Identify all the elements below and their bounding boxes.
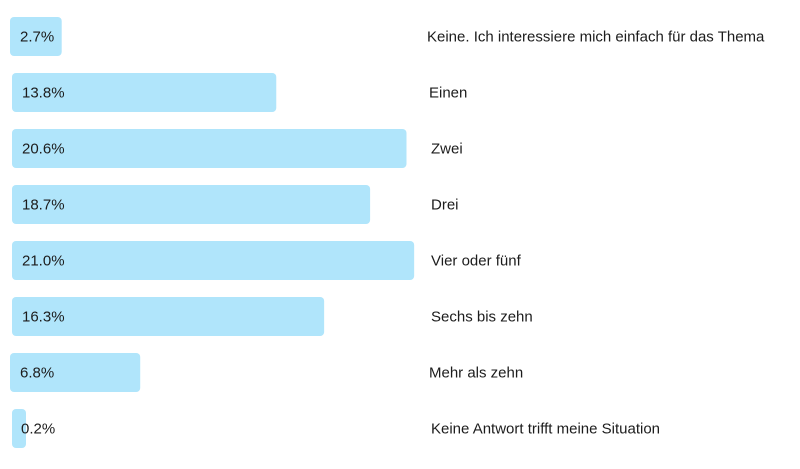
bar [12, 241, 415, 280]
bar [10, 17, 62, 56]
bar-value-label: 20.6% [22, 140, 65, 157]
category-label: Einen [429, 84, 467, 101]
bar [12, 73, 277, 112]
labels-layer: 2.7% Keine. Ich interessiere mich einfach… [20, 28, 765, 437]
category-label: Keine. Ich interessiere mich einfach für… [427, 28, 765, 45]
category-label: Drei [431, 196, 459, 213]
bar [12, 185, 371, 224]
bar [12, 129, 407, 168]
bar [12, 297, 325, 336]
bar [10, 353, 141, 392]
bar-value-label: 2.7% [20, 28, 54, 45]
bar-value-label: 0.2% [21, 420, 55, 437]
bar-value-label: 13.8% [22, 84, 65, 101]
category-label: Mehr als zehn [429, 364, 523, 381]
category-label: Keine Antwort trifft meine Situation [431, 420, 660, 437]
bar-value-label: 21.0% [22, 252, 65, 269]
bar-value-label: 6.8% [20, 364, 54, 381]
bars-layer [10, 17, 415, 448]
category-label: Vier oder fünf [431, 252, 522, 269]
bar-value-label: 18.7% [22, 196, 65, 213]
category-label: Zwei [431, 140, 463, 157]
bar-value-label: 16.3% [22, 308, 65, 325]
category-label: Sechs bis zehn [431, 308, 533, 325]
bar [12, 409, 26, 448]
